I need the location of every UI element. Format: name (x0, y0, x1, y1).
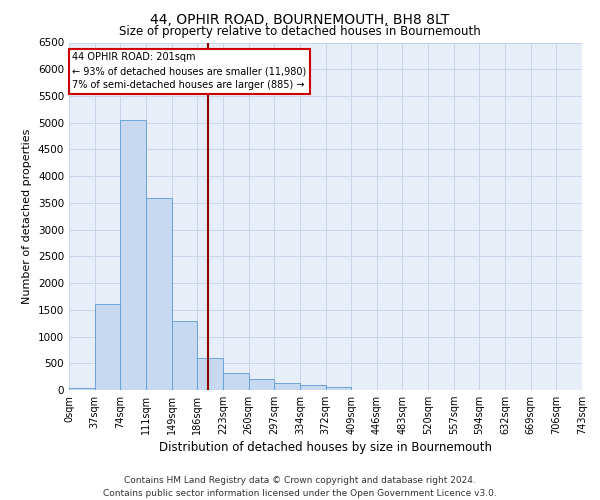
Y-axis label: Number of detached properties: Number of detached properties (22, 128, 32, 304)
Bar (248, 380, 274, 390)
Bar (325, 388, 351, 390)
Text: Size of property relative to detached houses in Bournemouth: Size of property relative to detached ho… (119, 25, 481, 38)
Bar (274, 383, 300, 390)
Text: 44, OPHIR ROAD, BOURNEMOUTH, BH8 8LT: 44, OPHIR ROAD, BOURNEMOUTH, BH8 8LT (151, 12, 449, 26)
Text: 44 OPHIR ROAD: 201sqm
← 93% of detached houses are smaller (11,980)
7% of semi-d: 44 OPHIR ROAD: 201sqm ← 93% of detached … (72, 52, 307, 90)
Bar (197, 358, 223, 390)
X-axis label: Distribution of detached houses by size in Bournemouth: Distribution of detached houses by size … (159, 442, 492, 454)
Text: Contains HM Land Registry data © Crown copyright and database right 2024.
Contai: Contains HM Land Registry data © Crown c… (103, 476, 497, 498)
Bar (69, 388, 95, 390)
Bar (95, 304, 121, 390)
Bar (146, 198, 172, 390)
Bar (300, 385, 325, 390)
Bar (223, 374, 248, 390)
Bar (121, 120, 146, 390)
Bar (172, 320, 197, 390)
